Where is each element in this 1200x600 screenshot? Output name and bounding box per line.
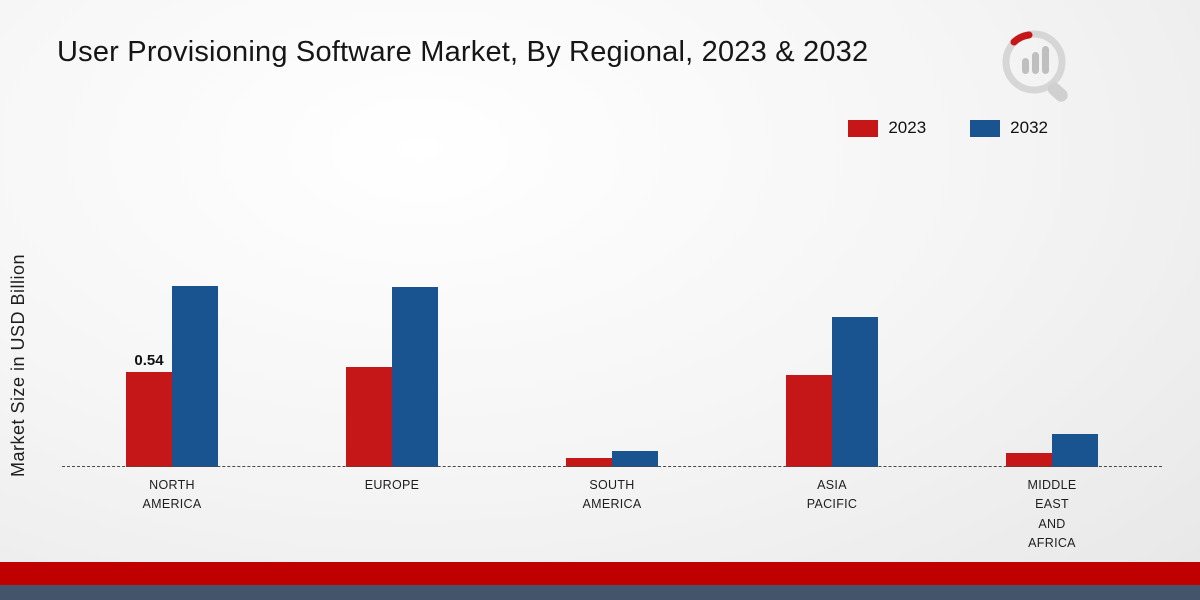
legend-label: 2023 <box>888 118 927 137</box>
bar-group-north-america: 0.54 NORTH AMERICA <box>126 286 218 511</box>
legend: 2023 2032 <box>848 118 1048 138</box>
bar-group-asia-pacific: ASIA PACIFIC <box>786 317 878 511</box>
x-axis-baseline <box>62 466 1162 467</box>
bar-2023-asia-pacific <box>786 375 832 467</box>
category-label: EUROPE <box>364 478 420 492</box>
bar-2032-north-america <box>172 286 218 467</box>
bar-2023-north-america: 0.54 <box>126 352 172 467</box>
bar-2032-asia-pacific <box>832 317 878 467</box>
bar-2032-middle-east-and-africa <box>1052 434 1098 467</box>
brand-logo <box>1002 30 1068 102</box>
bar-group-europe: EUROPE <box>346 287 438 492</box>
bar-group-middle-east-and-africa: MIDDLE EAST AND AFRICA <box>1006 434 1098 550</box>
y-axis-label: Market Size in USD Billion <box>8 253 28 477</box>
legend-item-2023: 2023 <box>848 118 926 138</box>
bar-2023-middle-east-and-africa <box>1006 453 1052 467</box>
category-label: MIDDLE EAST AND AFRICA <box>1027 478 1077 551</box>
logo-accent-arc <box>1010 31 1033 46</box>
footer-stripe-blue <box>0 585 1200 600</box>
bar-2032-europe <box>392 287 438 467</box>
footer-stripe-red <box>0 562 1200 585</box>
legend-swatch-2023 <box>848 119 879 137</box>
logo-bar-3 <box>1042 46 1049 74</box>
bar-2032-south-america <box>612 451 658 467</box>
bar-value-label: 0.54 <box>134 352 164 369</box>
logo-bar-1 <box>1022 58 1029 74</box>
category-label: NORTH AMERICA <box>142 478 202 512</box>
chart-title: User Provisioning Software Market, By Re… <box>57 36 869 68</box>
bar-2023-europe <box>346 367 392 467</box>
legend-swatch-2032 <box>970 119 1001 137</box>
plot-groups: 0.54 NORTH AMERICA EUROPE SOUTH AMERICA ASIA… <box>62 247 1162 550</box>
category-label: SOUTH AMERICA <box>582 478 642 512</box>
bar-2023-south-america <box>566 458 612 467</box>
logo-ring <box>1002 30 1066 94</box>
category-label: ASIA PACIFIC <box>806 478 858 512</box>
bar-group-south-america: SOUTH AMERICA <box>566 451 658 511</box>
legend-label: 2032 <box>1010 118 1048 137</box>
logo-bar-2 <box>1032 52 1039 74</box>
logo-handle <box>1047 82 1068 102</box>
legend-item-2032: 2032 <box>970 118 1048 138</box>
